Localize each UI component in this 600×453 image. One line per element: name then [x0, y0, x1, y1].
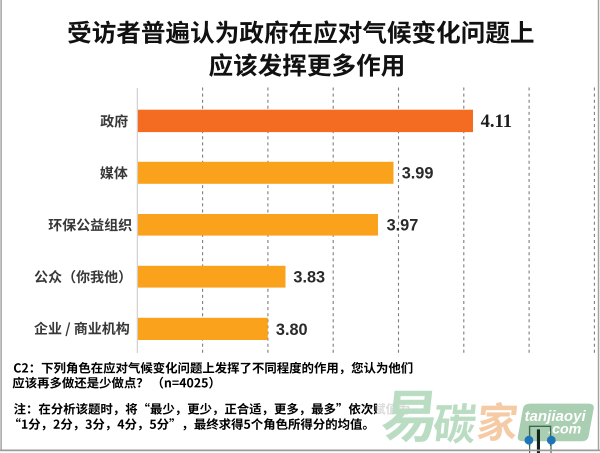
svg-text:3.83: 3.83	[293, 269, 325, 287]
svg-text:3.97: 3.97	[387, 217, 419, 235]
svg-text:3.80: 3.80	[276, 321, 308, 339]
svg-text:.com: .com	[548, 422, 581, 438]
svg-text:tanjiaoyi: tanjiaoyi	[525, 408, 587, 425]
svg-text:4.11: 4.11	[481, 112, 512, 132]
svg-text:3.99: 3.99	[402, 165, 434, 183]
